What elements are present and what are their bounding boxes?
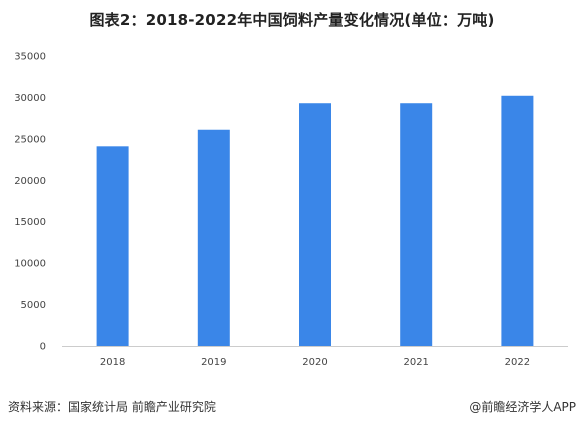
bar-2020 — [299, 103, 331, 346]
y-tick-label: 10000 — [14, 259, 46, 270]
bar-2018 — [96, 146, 129, 346]
bar-2022 — [501, 95, 534, 347]
bars — [96, 95, 534, 347]
bar-chart: 0 5000 10000 15000 20000 25000 30000 35000 2018… — [14, 52, 568, 368]
credit-note: @前瞻经济学人APP — [469, 400, 576, 414]
x-tick-label: 2021 — [403, 357, 428, 368]
x-tick-label: 2022 — [505, 357, 530, 368]
y-tick-label: 25000 — [14, 134, 46, 145]
x-axis-ticks: 2018 2019 2020 2021 2022 — [100, 357, 530, 368]
y-tick-label: 35000 — [14, 52, 46, 63]
bar-2021 — [400, 103, 433, 346]
y-tick-label: 30000 — [14, 93, 46, 104]
bar-2019 — [197, 129, 230, 346]
source-note: 资料来源：国家统计局 前瞻产业研究院 — [8, 400, 216, 414]
y-tick-label: 5000 — [21, 300, 46, 311]
y-tick-label: 15000 — [14, 217, 46, 228]
x-tick-label: 2018 — [100, 357, 125, 368]
x-tick-label: 2020 — [302, 357, 327, 368]
y-tick-label: 0 — [40, 342, 46, 353]
y-axis-ticks: 0 5000 10000 15000 20000 25000 30000 35000 — [14, 52, 46, 353]
y-tick-label: 20000 — [14, 176, 46, 187]
x-tick-label: 2019 — [201, 357, 226, 368]
chart-title: 图表2：2018-2022年中国饲料产量变化情况(单位：万吨) — [89, 11, 495, 29]
